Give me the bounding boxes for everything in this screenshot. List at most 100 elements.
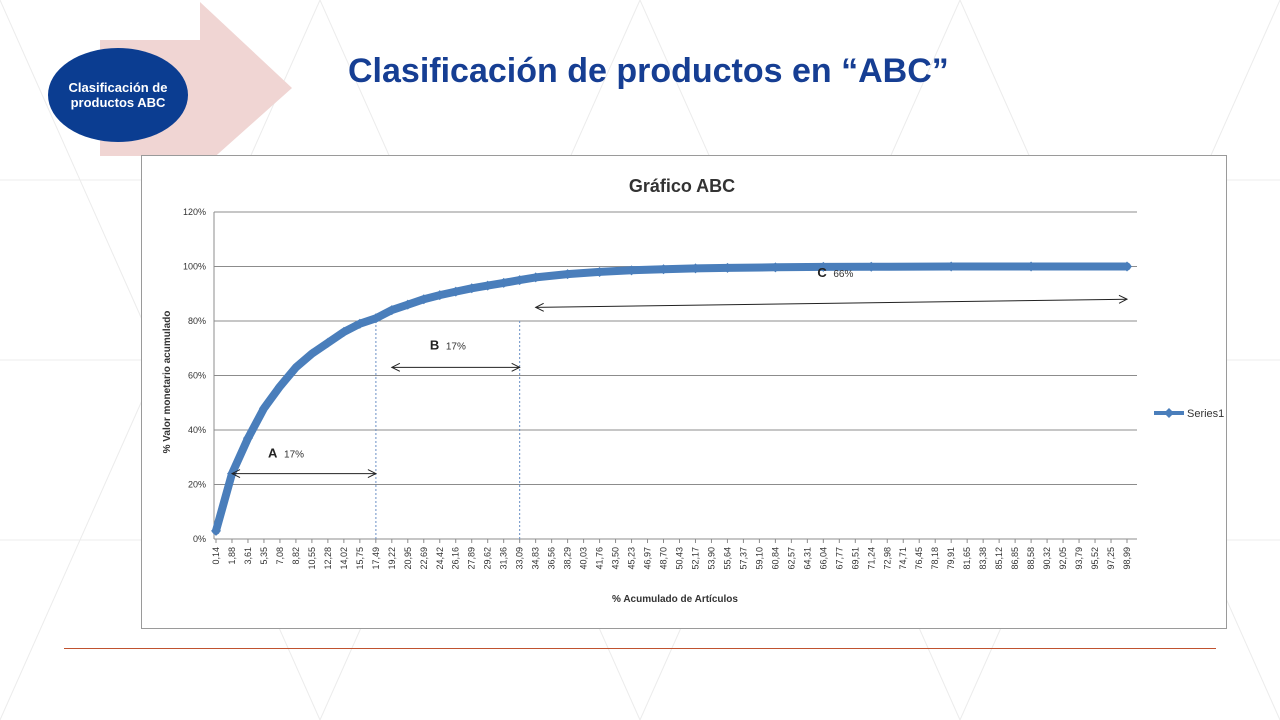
x-tick-label: 93,79	[1074, 547, 1084, 570]
x-tick-label: 52,17	[690, 547, 700, 570]
annotation-letter: A	[268, 446, 278, 461]
x-tick-label: 81,65	[962, 547, 972, 570]
y-axis-label: % Valor monetario acumulado	[162, 311, 173, 454]
legend-marker-icon	[1164, 408, 1174, 418]
annotation-letter: B	[430, 337, 439, 352]
x-tick-label: 38,29	[563, 547, 573, 570]
series-line	[212, 262, 1131, 535]
x-tick-label: 31,36	[499, 547, 509, 570]
x-tick-label: 33,09	[515, 547, 525, 570]
x-tick-label: 0,14	[211, 547, 221, 565]
series-point	[386, 305, 397, 316]
series-point	[818, 261, 829, 272]
x-tick-label: 29,62	[483, 547, 493, 570]
series-point	[306, 348, 317, 359]
x-tick-label: 60,84	[770, 547, 780, 570]
chart-title: Gráfico ABC	[629, 176, 735, 196]
section-badge: Clasificación de productos ABC	[48, 48, 188, 142]
series-point	[562, 269, 573, 280]
series-point	[770, 262, 781, 273]
series-point	[466, 283, 477, 294]
x-tick-label: 67,77	[834, 547, 844, 570]
series-point	[658, 264, 669, 275]
y-tick-label: 40%	[188, 425, 206, 435]
x-tick-label: 78,18	[930, 547, 940, 570]
series-point	[402, 299, 413, 310]
x-tick-label: 66,04	[818, 547, 828, 570]
legend: Series1	[1154, 408, 1224, 420]
series-point	[211, 525, 221, 536]
x-tick-label: 50,43	[674, 547, 684, 570]
x-tick-label: 69,51	[850, 547, 860, 570]
x-tick-label: 19,22	[387, 547, 397, 570]
series-point	[498, 277, 509, 288]
abc-chart: Gráfico ABC 0% 20% 40% 60% 80% 100% 120% 0,14 1…	[162, 176, 1224, 605]
x-tick-label: 97,25	[1106, 547, 1116, 570]
x-tick-label: 24,42	[435, 547, 445, 570]
x-tick-label: 45,23	[627, 547, 637, 570]
series-point	[690, 263, 701, 274]
x-tick-label: 90,32	[1042, 547, 1052, 570]
series-point	[530, 272, 541, 283]
series-point	[354, 318, 365, 329]
series-point	[434, 290, 445, 301]
x-tick-label: 34,83	[531, 547, 541, 570]
arrow-head-icon	[1118, 294, 1129, 304]
x-tick-label: 8,82	[291, 547, 301, 565]
x-tick-label: 14,02	[339, 547, 349, 570]
x-tick-label: 36,56	[547, 547, 557, 570]
x-tick-label: 57,37	[738, 547, 748, 570]
y-tick-label: 100%	[183, 262, 206, 272]
annotation-percent: 17%	[446, 341, 466, 352]
x-tick-label: 62,57	[786, 547, 796, 570]
x-tick-label: 3,61	[243, 547, 253, 565]
annotation-percent: 66%	[833, 269, 853, 280]
x-tick-label: 88,58	[1026, 547, 1036, 570]
x-tick-label: 20,95	[403, 547, 413, 570]
x-tick-label: 26,16	[451, 547, 461, 570]
x-tick-label: 92,05	[1058, 547, 1068, 570]
series-point	[626, 265, 637, 276]
series-point	[242, 433, 253, 444]
x-tick-label: 15,75	[355, 547, 365, 570]
series-point	[722, 262, 733, 273]
x-tick-label: 22,69	[419, 547, 429, 570]
arrow-head-icon	[367, 469, 378, 479]
x-tick-label: 40,03	[579, 547, 589, 570]
x-tick-label: 76,45	[914, 547, 924, 570]
x-tick-label: 12,28	[323, 547, 333, 570]
x-tick-label: 17,49	[371, 547, 381, 570]
series-point	[274, 381, 285, 392]
x-tick-label: 86,85	[1010, 547, 1020, 570]
x-tick-label: 43,50	[611, 547, 621, 570]
x-tick-label: 5,35	[259, 547, 269, 565]
x-tick-label: 95,52	[1090, 547, 1100, 570]
series-point	[946, 261, 957, 272]
series-point	[338, 326, 349, 337]
series-point	[370, 313, 381, 324]
chart-frame: Gráfico ABC 0% 20% 40% 60% 80% 100% 120% 0,14 1…	[141, 155, 1227, 629]
series-point	[450, 286, 461, 297]
x-tick-label: 64,31	[802, 547, 812, 570]
series-point	[290, 362, 301, 373]
series-point	[1026, 261, 1037, 272]
series-point	[594, 266, 605, 277]
x-tick-label: 72,98	[882, 547, 892, 570]
series-point	[866, 261, 877, 272]
y-tick-label: 60%	[188, 371, 206, 381]
bottom-divider	[64, 648, 1216, 649]
y-tick-label: 20%	[188, 480, 206, 490]
legend-entry: Series1	[1187, 408, 1224, 420]
x-tick-label: 7,08	[275, 547, 285, 565]
x-tick-label: 53,90	[706, 547, 716, 570]
arrow-head-icon	[390, 362, 401, 372]
x-tick-label: 10,55	[307, 547, 317, 570]
series-point	[259, 403, 270, 414]
section-badge-label: Clasificación de productos ABC	[68, 80, 168, 110]
series-point	[322, 337, 333, 348]
x-tick-label: 85,12	[994, 547, 1004, 570]
series-point	[482, 280, 493, 291]
x-tick-label: 46,97	[643, 547, 653, 570]
x-tick-label: 83,38	[978, 547, 988, 570]
annotation-arrow-line	[535, 298, 1128, 308]
